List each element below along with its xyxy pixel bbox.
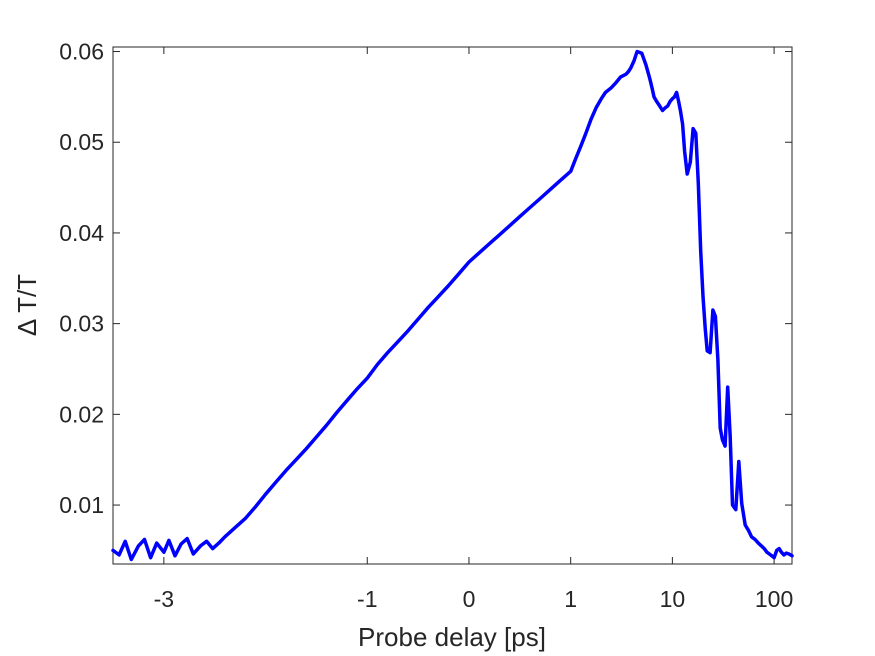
x-tick-label: 1 <box>564 586 577 612</box>
x-tick-label: -1 <box>357 586 377 612</box>
y-tick-label: 0.05 <box>59 129 104 155</box>
y-tick-label: 0.04 <box>59 220 104 246</box>
x-tick-label: 10 <box>660 586 686 612</box>
y-axis-label: Δ T/T <box>12 274 42 336</box>
series-line <box>111 49 794 562</box>
y-axis-ticks: 0.01 0.02 0.03 0.04 0.05 0.06 <box>59 39 792 518</box>
x-axis-ticks: -3 -1 0 1 10 100 <box>154 47 793 612</box>
y-tick-label: 0.06 <box>59 39 104 65</box>
plot-area <box>112 46 793 565</box>
x-tick-label: 100 <box>755 586 793 612</box>
x-tick-label: 0 <box>463 586 476 612</box>
x-axis-label: Probe delay [ps] <box>358 622 546 652</box>
y-tick-label: 0.01 <box>59 492 104 518</box>
y-tick-label: 0.03 <box>59 311 104 337</box>
x-tick-label: -3 <box>154 586 174 612</box>
y-tick-label: 0.02 <box>59 401 104 427</box>
